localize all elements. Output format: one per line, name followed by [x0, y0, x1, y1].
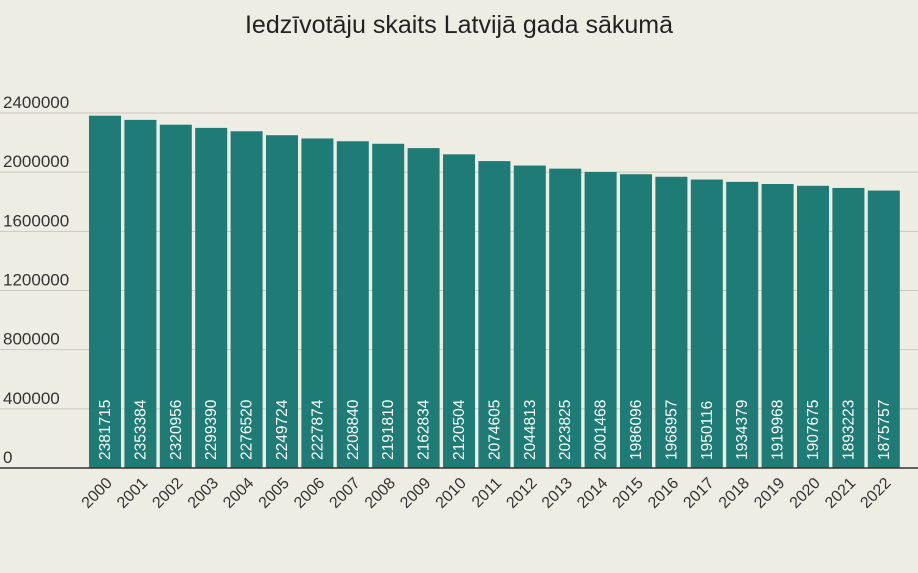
x-tick-label: 2009	[397, 475, 434, 512]
data-label: 2249724	[274, 399, 291, 460]
y-tick-label: 1200000	[3, 271, 69, 290]
bar	[124, 119, 157, 468]
x-tick-label: 2022	[857, 475, 894, 512]
data-label: 1907675	[805, 400, 822, 460]
bar	[266, 135, 298, 468]
bar	[513, 165, 546, 468]
x-tick-label: 2017	[680, 475, 717, 512]
x-tick-label: 2001	[114, 475, 151, 512]
bar	[867, 190, 900, 468]
x-tick-label: 2006	[291, 475, 328, 512]
y-tick-label: 400000	[3, 389, 60, 408]
data-label: 1986096	[628, 400, 645, 460]
data-label: 2074605	[486, 400, 503, 460]
x-tick-label: 2003	[185, 475, 222, 512]
y-tick-label: 800000	[3, 330, 60, 349]
data-label: 2299390	[203, 399, 220, 460]
bar	[761, 184, 794, 468]
bar	[407, 148, 440, 468]
bar	[230, 131, 263, 468]
data-label: 2120504	[451, 399, 468, 460]
x-tick-label: 2004	[220, 475, 257, 512]
data-label: 2001468	[593, 400, 610, 460]
bar	[443, 154, 475, 469]
x-tick-label: 2015	[610, 475, 647, 512]
bar	[549, 168, 582, 468]
data-label: 2227874	[309, 399, 326, 460]
x-tick-label: 2005	[256, 475, 293, 512]
bar	[195, 127, 228, 468]
x-tick-label: 2018	[716, 475, 753, 512]
x-tick-label: 2002	[149, 475, 186, 512]
bar	[620, 174, 652, 468]
bar	[89, 115, 121, 469]
chart-title: Iedzīvotāju skaits Latvijā gada sākumā	[245, 11, 673, 39]
x-tick-label: 2011	[469, 475, 505, 511]
x-tick-label: 2007	[326, 475, 363, 512]
data-label: 2208840	[345, 399, 362, 460]
x-tick-label: 2016	[645, 475, 682, 512]
bar	[159, 124, 192, 468]
data-label: 2162834	[416, 399, 433, 460]
data-label: 2023825	[557, 400, 574, 460]
data-label: 1893223	[840, 400, 857, 460]
bar	[690, 179, 723, 468]
x-tick-label: 2010	[433, 475, 470, 512]
data-label: 2191810	[380, 399, 397, 460]
data-label: 2320956	[168, 400, 185, 460]
y-tick-label: 2400000	[3, 93, 69, 112]
bars-layer: 2381715 2353384 2320956 2299390 2276520 22497…	[89, 115, 900, 469]
data-label: 2276520	[239, 399, 256, 460]
y-tick-label: 2000000	[3, 152, 69, 171]
bar	[797, 185, 829, 469]
data-label: 2044813	[522, 400, 539, 460]
bar	[726, 181, 759, 468]
data-label: 2353384	[132, 399, 149, 460]
bar	[478, 161, 511, 468]
data-label: 2381715	[97, 400, 114, 460]
bar	[336, 141, 369, 468]
bar	[372, 143, 405, 468]
y-tick-label: 0	[3, 448, 12, 467]
x-tick-label: 2008	[362, 475, 399, 512]
x-tick-label: 2021	[822, 475, 859, 512]
bar	[584, 171, 617, 468]
data-label: 1934379	[734, 400, 751, 460]
data-label: 1968957	[663, 400, 680, 460]
bar	[832, 187, 865, 469]
data-label: 1875757	[876, 400, 893, 460]
y-tick-label: 1600000	[3, 211, 69, 230]
data-label: 1919968	[770, 400, 787, 460]
bar	[655, 176, 688, 469]
bar	[301, 138, 334, 468]
x-tick-label: 2014	[574, 475, 611, 512]
data-label: 1950116	[699, 401, 716, 460]
x-tick-label: 2020	[787, 475, 824, 512]
x-tick-label: 2019	[751, 475, 788, 512]
x-tick-label: 2012	[503, 475, 540, 512]
x-tick-label: 2000	[79, 475, 116, 512]
x-tick-label: 2013	[539, 475, 576, 512]
